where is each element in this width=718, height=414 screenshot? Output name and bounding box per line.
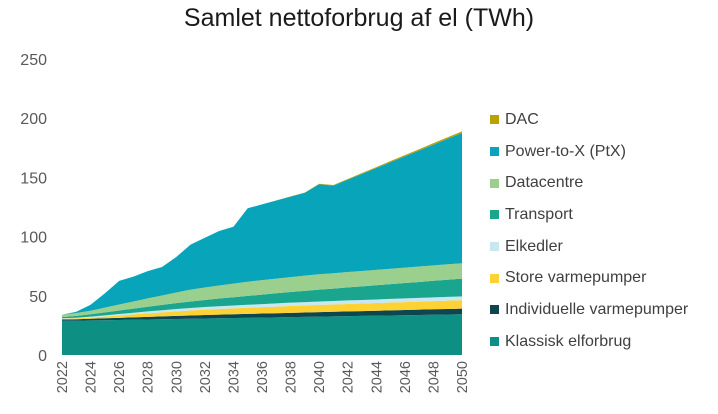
area-series-datacentre	[62, 263, 462, 318]
legend-item: Store varmepumper	[490, 262, 718, 294]
legend-swatch	[490, 242, 499, 252]
y-tick-label: 200	[20, 111, 47, 128]
x-tick-label: 2050	[455, 361, 471, 393]
x-tick-label: 2026	[112, 361, 128, 393]
x-tick-label: 2046	[398, 361, 414, 393]
legend-label: Klassisk elforbrug	[505, 332, 632, 350]
y-tick-label: 100	[20, 230, 47, 247]
legend-item: Power-to-X (PtX)	[490, 136, 718, 168]
y-tick-label: 0	[38, 348, 47, 365]
legend-swatch	[490, 147, 499, 157]
x-tick-label: 2048	[426, 361, 442, 393]
area-series-klassisk-elforbrug	[62, 314, 462, 355]
legend-swatch	[490, 210, 499, 220]
legend-item: Individuelle varmepumper	[490, 294, 718, 326]
legend-swatch	[490, 178, 499, 188]
y-tick-label: 150	[20, 170, 47, 187]
legend-item: Elkedler	[490, 231, 718, 263]
area-series-elkedler	[62, 296, 462, 319]
legend-label: Datacentre	[505, 174, 584, 192]
legend-label: Store varmepumper	[505, 269, 647, 287]
y-tick-label: 50	[29, 289, 47, 306]
legend-swatch	[490, 273, 499, 283]
x-tick-label: 2032	[198, 361, 214, 393]
x-tick-label: 2040	[312, 361, 328, 393]
x-axis-ticks: 2022 2024 2026 2028 2030 2032 2034 2036 2038 2040…	[55, 361, 471, 393]
legend-label: Transport	[505, 205, 573, 223]
x-tick-label: 2038	[284, 361, 300, 393]
legend-label: Individuelle varmepumper	[505, 300, 689, 318]
legend-item: Transport	[490, 199, 718, 231]
x-tick-label: 2042	[341, 361, 357, 393]
legend: DAC Power-to-X (PtX) Datacentre Transport El…	[490, 104, 718, 358]
legend-label: Elkedler	[505, 237, 563, 255]
legend-item: Klassisk elforbrug	[490, 326, 718, 358]
x-tick-label: 2044	[369, 361, 385, 393]
area-series-store-varmepumper	[62, 300, 462, 320]
legend-item: Datacentre	[490, 167, 718, 199]
area-series-transport	[62, 278, 462, 319]
legend-swatch	[490, 337, 499, 347]
y-tick-label: 250	[20, 52, 47, 69]
chart-title: Samlet nettoforbrug af el (TWh)	[183, 4, 535, 32]
y-axis-ticks: 0 50 100 150 200 250	[20, 52, 47, 365]
x-tick-label: 2030	[169, 361, 185, 393]
legend-item: DAC	[490, 104, 718, 136]
legend-label: Power-to-X (PtX)	[505, 142, 626, 160]
area-series-power-to-x-ptx	[62, 133, 462, 315]
x-tick-label: 2024	[84, 361, 100, 393]
x-tick-label: 2022	[55, 361, 71, 393]
x-tick-label: 2036	[255, 361, 271, 393]
x-tick-label: 2034	[226, 361, 242, 393]
area-layers	[62, 131, 462, 355]
area-series-individuelle-varmepumper	[62, 308, 462, 321]
legend-swatch	[490, 305, 499, 315]
x-tick-label: 2028	[141, 361, 157, 393]
legend-label: DAC	[505, 110, 539, 128]
legend-swatch	[490, 115, 499, 125]
